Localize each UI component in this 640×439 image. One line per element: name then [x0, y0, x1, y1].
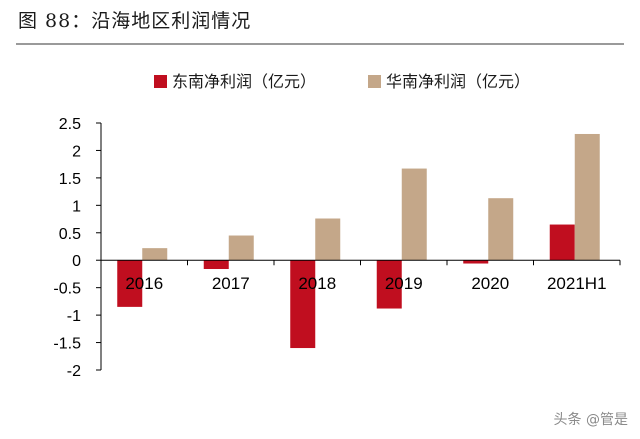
- x-tick-label: 2021H1: [547, 274, 607, 293]
- y-tick-label: -1.5: [53, 336, 81, 353]
- y-tick-label: 2.5: [59, 116, 81, 133]
- y-tick-label: 1: [72, 198, 81, 215]
- figure-title: 图 88：沿海地区利润情况: [18, 10, 252, 32]
- x-tick-label: 2019: [385, 274, 423, 293]
- title-divider: [16, 43, 624, 45]
- bar-southeast-2017: [203, 260, 229, 270]
- bar-southeast-2016: [117, 260, 143, 307]
- watermark: 头条 @管是: [553, 412, 628, 428]
- bar-southeast-2021H1: [549, 224, 575, 261]
- bar-south-2020: [488, 198, 514, 261]
- y-tick-label: 2: [72, 143, 81, 160]
- x-tick-label: 2017: [212, 274, 250, 293]
- y-tick-label: -1: [67, 308, 81, 325]
- legend-label-1: 华南净利润（亿元）: [386, 72, 530, 91]
- bar-south-2019: [401, 168, 427, 261]
- bar-south-2016: [142, 248, 168, 261]
- y-tick-label: -2: [67, 363, 81, 380]
- legend-label-0: 东南净利润（亿元）: [172, 72, 316, 91]
- x-tick-label: 2020: [471, 274, 509, 293]
- x-tick-label: 2018: [298, 274, 336, 293]
- y-tick-label: 0.5: [59, 226, 81, 243]
- bar-south-2017: [228, 235, 254, 261]
- bar-southeast-2020: [463, 260, 489, 264]
- bar-south-2021H1: [574, 133, 600, 261]
- bar-southeast-2019: [376, 260, 402, 309]
- x-tick-label: 2016: [125, 274, 163, 293]
- y-tick-label: -0.5: [53, 281, 81, 298]
- y-tick-label: 1.5: [59, 171, 81, 188]
- bar-south-2018: [315, 218, 341, 261]
- legend-swatch-1: [368, 75, 381, 88]
- bar-southeast-2018: [290, 260, 316, 349]
- y-tick-label: 0: [72, 253, 81, 270]
- legend-swatch-0: [154, 75, 167, 88]
